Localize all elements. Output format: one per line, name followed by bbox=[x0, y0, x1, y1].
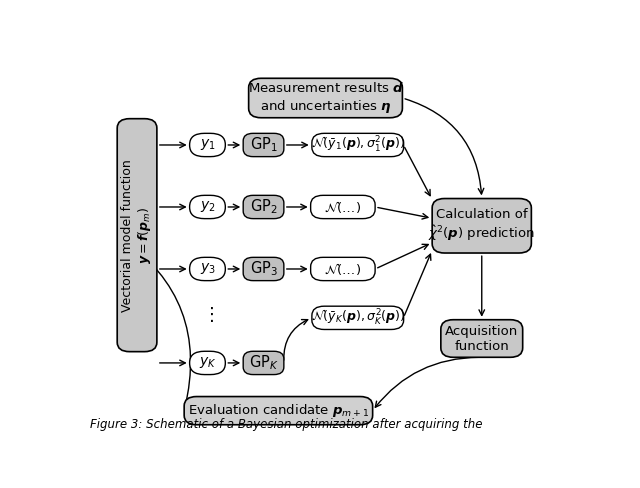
Text: $\mathcal{N}(\ldots)$: $\mathcal{N}(\ldots)$ bbox=[324, 261, 362, 277]
Text: $y_1$: $y_1$ bbox=[200, 138, 216, 152]
FancyBboxPatch shape bbox=[189, 257, 225, 281]
FancyBboxPatch shape bbox=[184, 397, 372, 425]
FancyBboxPatch shape bbox=[310, 257, 375, 281]
FancyBboxPatch shape bbox=[243, 133, 284, 157]
Text: Evaluation candidate $\boldsymbol{p}_{m+1}$: Evaluation candidate $\boldsymbol{p}_{m+… bbox=[188, 402, 369, 419]
FancyBboxPatch shape bbox=[243, 351, 284, 375]
Text: $\mathrm{GP}_2$: $\mathrm{GP}_2$ bbox=[250, 198, 277, 216]
Text: Calculation of
$\hat{\chi}^2(\boldsymbol{p})$ prediction: Calculation of $\hat{\chi}^2(\boldsymbol… bbox=[428, 208, 535, 243]
Text: $y_K$: $y_K$ bbox=[198, 355, 216, 370]
Text: Vectorial model function
$\boldsymbol{y} = \boldsymbol{f}(\boldsymbol{p}_m)$: Vectorial model function $\boldsymbol{y}… bbox=[121, 159, 153, 311]
Text: $\mathrm{GP}_3$: $\mathrm{GP}_3$ bbox=[250, 260, 278, 278]
FancyBboxPatch shape bbox=[189, 195, 225, 219]
Text: Figure 3: Schematic of a Bayesian optimization after acquiring the: Figure 3: Schematic of a Bayesian optimi… bbox=[90, 418, 483, 430]
Text: $\mathcal{N}(\bar{y}_K(\boldsymbol{p}), \sigma_K^2(\boldsymbol{p}))$: $\mathcal{N}(\bar{y}_K(\boldsymbol{p}), … bbox=[310, 308, 405, 328]
Text: Measurement results $\boldsymbol{d}$
and uncertainties $\boldsymbol{\eta}$: Measurement results $\boldsymbol{d}$ and… bbox=[248, 81, 403, 115]
FancyBboxPatch shape bbox=[189, 133, 225, 157]
Text: $\vdots$: $\vdots$ bbox=[202, 305, 213, 325]
FancyBboxPatch shape bbox=[243, 257, 284, 281]
FancyBboxPatch shape bbox=[117, 119, 157, 352]
FancyBboxPatch shape bbox=[312, 133, 404, 157]
Text: $\mathcal{N}(\bar{y}_1(\boldsymbol{p}), \sigma_1^2(\boldsymbol{p}))$: $\mathcal{N}(\bar{y}_1(\boldsymbol{p}), … bbox=[310, 135, 405, 155]
FancyBboxPatch shape bbox=[312, 306, 404, 329]
FancyBboxPatch shape bbox=[432, 199, 531, 253]
FancyBboxPatch shape bbox=[189, 351, 225, 375]
Text: $y_3$: $y_3$ bbox=[200, 262, 216, 277]
Text: $\mathrm{GP}_K$: $\mathrm{GP}_K$ bbox=[249, 354, 278, 372]
FancyBboxPatch shape bbox=[248, 78, 403, 118]
Text: $y_2$: $y_2$ bbox=[200, 200, 215, 215]
FancyBboxPatch shape bbox=[243, 195, 284, 219]
FancyBboxPatch shape bbox=[441, 320, 523, 357]
FancyBboxPatch shape bbox=[310, 195, 375, 219]
Text: $\mathcal{N}(\ldots)$: $\mathcal{N}(\ldots)$ bbox=[324, 199, 362, 215]
Text: Acquisition
function: Acquisition function bbox=[445, 325, 518, 352]
Text: $\mathrm{GP}_1$: $\mathrm{GP}_1$ bbox=[250, 136, 277, 154]
